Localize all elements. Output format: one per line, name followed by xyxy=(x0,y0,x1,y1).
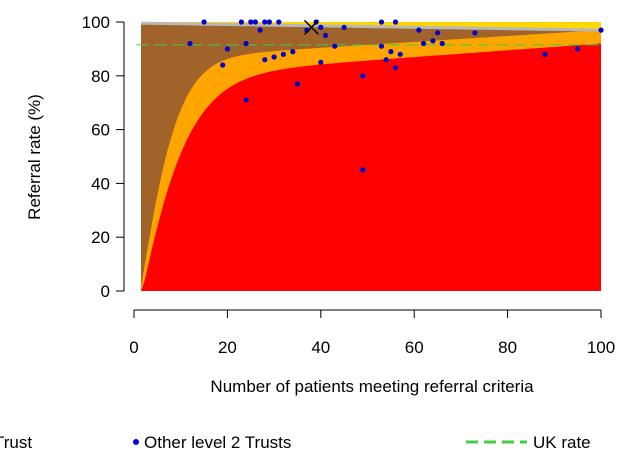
funnel-bands xyxy=(141,21,602,291)
data-point xyxy=(360,167,366,173)
data-point xyxy=(220,62,226,68)
data-point xyxy=(294,81,300,87)
data-point xyxy=(378,43,385,49)
x-tick-label: 20 xyxy=(218,338,237,357)
data-point xyxy=(252,19,258,25)
data-point xyxy=(332,43,338,49)
data-point xyxy=(430,38,436,44)
data-point xyxy=(472,30,478,36)
data-point xyxy=(341,24,347,30)
inner-region xyxy=(141,43,601,291)
data-point xyxy=(201,19,207,25)
x-tick-label: 80 xyxy=(498,338,517,357)
x-tick-label: 0 xyxy=(129,338,138,357)
data-point xyxy=(238,19,244,25)
data-point xyxy=(542,51,548,57)
y-tick-label: 100 xyxy=(82,13,110,32)
data-point xyxy=(257,27,263,33)
data-point xyxy=(271,54,277,60)
data-points xyxy=(187,19,604,173)
data-point xyxy=(388,49,394,55)
data-point xyxy=(243,97,249,103)
x-tick-label: 40 xyxy=(311,338,330,357)
y-tick-label: 40 xyxy=(91,174,110,193)
data-point xyxy=(420,40,427,47)
data-point xyxy=(392,19,399,25)
data-point xyxy=(248,19,254,25)
data-point xyxy=(360,73,366,79)
data-point xyxy=(280,51,286,57)
y-tick-label: 60 xyxy=(91,121,110,140)
x-tick-label: 100 xyxy=(587,338,615,357)
axes: 0 20 40 60 80 100 0 20 40 60 80 100 xyxy=(82,13,616,357)
x-tick-label: 60 xyxy=(405,338,424,357)
data-point xyxy=(262,19,268,25)
y-tick-label: 0 xyxy=(101,282,110,301)
data-point xyxy=(187,40,193,47)
data-point xyxy=(392,65,399,71)
legend-item-uk-rate: UK rate xyxy=(533,433,591,452)
y-tick-label: 80 xyxy=(91,67,110,86)
center-line xyxy=(141,21,602,32)
data-point xyxy=(383,57,389,63)
data-point xyxy=(262,57,268,63)
trust-x-mark xyxy=(303,19,319,35)
data-point xyxy=(224,46,230,52)
legend-item-other-trusts: Other level 2 Trusts xyxy=(144,433,291,452)
legend-dot-icon xyxy=(133,439,139,445)
legend: Trust Other level 2 Trusts UK rate xyxy=(0,433,591,452)
y-axis-title: Referral rate (%) xyxy=(25,94,44,220)
data-point xyxy=(435,30,441,36)
data-point xyxy=(439,40,445,47)
data-point xyxy=(318,24,324,30)
data-point xyxy=(416,27,422,33)
legend-item-trust: Trust xyxy=(0,433,32,452)
data-point xyxy=(322,32,329,39)
data-point xyxy=(266,19,272,25)
y-tick-label: 20 xyxy=(91,228,110,247)
data-point xyxy=(397,51,403,57)
data-point xyxy=(276,19,282,25)
data-point xyxy=(290,49,296,55)
data-point xyxy=(318,59,324,65)
data-point xyxy=(378,19,385,25)
x-axis-title: Number of patients meeting referral crit… xyxy=(210,377,534,396)
data-point xyxy=(575,46,581,52)
trust-marker xyxy=(303,19,319,35)
data-point xyxy=(243,40,249,47)
data-point xyxy=(598,27,604,33)
